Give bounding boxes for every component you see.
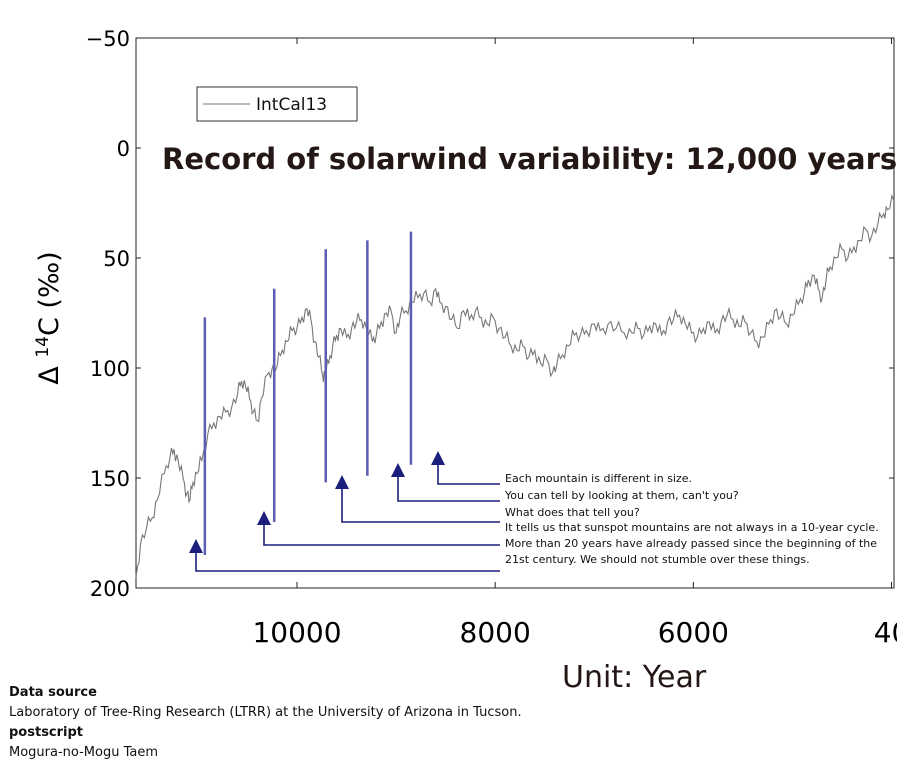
x-axis-label: Unit: Year — [562, 660, 707, 695]
arrowhead — [335, 475, 349, 489]
series-layer — [135, 193, 895, 578]
annotation-arrows — [189, 451, 500, 572]
annotation-text: Each mountain is different in size. — [505, 472, 692, 485]
annotation-arrow — [437, 461, 500, 485]
y-tick-label: 150 — [90, 467, 130, 491]
y-tick-label: −50 — [86, 27, 130, 51]
x-tick-label: 8000 — [460, 616, 531, 649]
arrowhead — [257, 511, 271, 525]
annotation-text: More than 20 years have already passed s… — [505, 537, 877, 550]
postscript-text: Mogura-no-Mogu Taem — [9, 745, 158, 760]
footer: Data source Laboratory of Tree-Ring Rese… — [9, 683, 522, 763]
x-tick-label: 40 — [874, 616, 897, 649]
annotation-text: What does that tell you? — [505, 506, 640, 519]
series-line-intcal13 — [135, 193, 895, 578]
annotation-text: You can tell by looking at them, can't y… — [504, 489, 739, 502]
x-tick-label: 6000 — [658, 616, 729, 649]
chart-title: Record of solarwind variability: 12,000 … — [162, 142, 897, 176]
y-tick-label: 100 — [90, 357, 130, 381]
plot-frame — [135, 37, 895, 589]
chart: −50 0 50 100 150 200 10000 8000 6000 40 Δ 14C (‰… — [33, 27, 897, 695]
y-tick-label: 0 — [117, 137, 130, 161]
data-source-label: Data source — [9, 685, 97, 700]
postscript-label: postscript — [9, 725, 84, 740]
marker-lines — [203, 231, 413, 555]
annotation-arrow — [341, 485, 500, 523]
x-axis: 10000 8000 6000 40 — [252, 38, 897, 649]
annotation-text: 21st century. We should not stumble over… — [505, 553, 810, 566]
legend-label: IntCal13 — [256, 95, 327, 115]
arrowhead — [189, 539, 203, 553]
annotation-arrow — [195, 549, 500, 572]
x-tick-label: 10000 — [252, 616, 341, 649]
legend: IntCal13 — [196, 86, 358, 122]
y-axis: −50 0 50 100 150 200 — [86, 27, 894, 601]
y-axis-label-sup: 14 — [33, 336, 53, 358]
annotation-arrow — [397, 473, 500, 502]
annotation-arrow — [263, 521, 500, 546]
y-tick-label: 200 — [90, 577, 130, 601]
data-source-text: Laboratory of Tree-Ring Research (LTRR) … — [9, 705, 522, 720]
y-axis-label-delta: Δ — [34, 358, 65, 385]
annotation-text: It tells us that sunspot mountains are n… — [505, 521, 879, 534]
y-axis-label-main: C (‰) — [34, 251, 65, 336]
annotations: Each mountain is different in size. You c… — [504, 472, 879, 566]
y-axis-label: Δ 14C (‰) — [33, 251, 65, 384]
arrowhead — [391, 463, 405, 477]
arrowhead — [431, 451, 445, 465]
y-tick-label: 50 — [103, 247, 130, 271]
